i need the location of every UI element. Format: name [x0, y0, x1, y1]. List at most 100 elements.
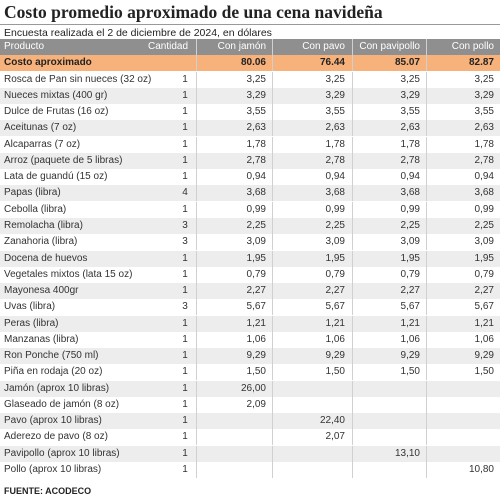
price: 1,06 — [325, 333, 345, 345]
price: 2,27 — [246, 285, 266, 297]
product-name: Ron Ponche (750 ml) — [4, 350, 99, 362]
column-divider — [272, 445, 273, 462]
table-row: Manzanas (libra) 1 1,06 1,06 1,06 1,06 — [0, 331, 500, 348]
price: 3,09 — [325, 236, 345, 248]
price: 2,25 — [325, 219, 345, 231]
price: 0,99 — [246, 203, 266, 215]
column-divider — [352, 71, 353, 88]
table-row: Uvas (libra) 3 5,67 5,67 5,67 5,67 — [0, 299, 500, 316]
price: 1,95 — [400, 252, 420, 264]
product-name: Zanahoria (libra) — [4, 236, 78, 248]
column-divider — [352, 315, 353, 332]
quantity: 1 — [182, 431, 188, 443]
column-divider — [426, 396, 427, 413]
price: 1,21 — [474, 317, 494, 329]
column-divider — [272, 87, 273, 104]
price: 2,78 — [246, 154, 266, 166]
quantity: 1 — [182, 382, 188, 394]
column-divider — [272, 120, 273, 137]
column-divider — [272, 250, 273, 267]
product-name: Jamón (aprox 10 libras) — [4, 382, 110, 394]
price: 1,50 — [400, 366, 420, 378]
price: 1,21 — [325, 317, 345, 329]
price: 3,29 — [325, 89, 345, 101]
column-divider — [426, 136, 427, 153]
table-row: Pavo (aprox 10 libras) 1 22,40 — [0, 413, 500, 430]
column-divider — [426, 201, 427, 218]
column-divider — [196, 250, 197, 267]
column-divider — [196, 445, 197, 462]
price: 1,95 — [325, 252, 345, 264]
price: 0,94 — [400, 171, 420, 183]
column-divider — [196, 169, 197, 186]
quantity: 1 — [182, 285, 188, 297]
quantity: 1 — [182, 89, 188, 101]
table-row: Cebolla (libra) 1 0,99 0,99 0,99 0,99 — [0, 201, 500, 218]
table-row: Aderezo de pavo (8 oz) 1 2,07 — [0, 429, 500, 446]
table-row: Arroz (paquete de 5 libras) 1 2,78 2,78 2,78… — [0, 152, 500, 169]
price: 5,67 — [400, 301, 420, 313]
product-name: Aderezo de pavo (8 oz) — [4, 431, 108, 443]
product-name: Pollo (aprox 10 libras) — [4, 464, 102, 476]
price: 85.07 — [394, 57, 420, 69]
column-divider — [196, 71, 197, 88]
column-divider — [426, 250, 427, 267]
price: 9,29 — [325, 350, 345, 362]
quantity: 1 — [182, 268, 188, 280]
price: 1,95 — [474, 252, 494, 264]
column-divider — [352, 104, 353, 121]
price: 1,06 — [474, 333, 494, 345]
column-divider — [272, 39, 273, 55]
column-divider — [272, 55, 273, 72]
column-divider — [426, 462, 427, 479]
column-divider — [196, 39, 197, 55]
column-divider — [426, 185, 427, 202]
column-divider — [426, 299, 427, 316]
column-divider — [196, 185, 197, 202]
column-divider — [196, 120, 197, 137]
product-name: Cebolla (libra) — [4, 203, 67, 215]
column-divider — [352, 120, 353, 137]
table-row: Glaseado de jamón (8 oz) 1 2,09 — [0, 396, 500, 413]
divider — [0, 24, 500, 25]
quantity: 3 — [182, 236, 188, 248]
column-divider — [426, 104, 427, 121]
table-row: Jamón (aprox 10 libras) 1 26,00 — [0, 380, 500, 397]
quantity: 1 — [182, 106, 188, 118]
column-divider — [426, 413, 427, 430]
product-name: Aceitunas (7 oz) — [4, 122, 77, 134]
price: 2,27 — [325, 285, 345, 297]
column-divider — [352, 55, 353, 72]
column-divider — [426, 331, 427, 348]
column-divider — [352, 283, 353, 300]
column-divider — [272, 283, 273, 300]
price: 10,80 — [468, 464, 494, 476]
column-divider — [352, 185, 353, 202]
product-name: Rosca de Pan sin nueces (32 oz) — [4, 73, 152, 85]
quantity: 1 — [182, 252, 188, 264]
column-divider — [272, 104, 273, 121]
price: 2,63 — [474, 122, 494, 134]
column-divider — [426, 152, 427, 169]
price: 2,25 — [246, 219, 266, 231]
column-divider — [272, 71, 273, 88]
price: 80.06 — [240, 57, 266, 69]
price: 5,67 — [325, 301, 345, 313]
column-divider — [272, 185, 273, 202]
product-name: Uvas (libra) — [4, 301, 56, 313]
price: 1,50 — [246, 366, 266, 378]
column-header: Con pavo — [302, 41, 345, 52]
column-divider — [196, 234, 197, 251]
price: 0,79 — [325, 268, 345, 280]
price: 76.44 — [319, 57, 345, 69]
price: 1,95 — [246, 252, 266, 264]
quantity: 1 — [182, 122, 188, 134]
column-divider — [196, 413, 197, 430]
price: 2,78 — [325, 154, 345, 166]
column-divider — [352, 234, 353, 251]
column-divider — [352, 169, 353, 186]
price: 0,99 — [474, 203, 494, 215]
column-divider — [352, 250, 353, 267]
price: 2,09 — [246, 398, 266, 410]
